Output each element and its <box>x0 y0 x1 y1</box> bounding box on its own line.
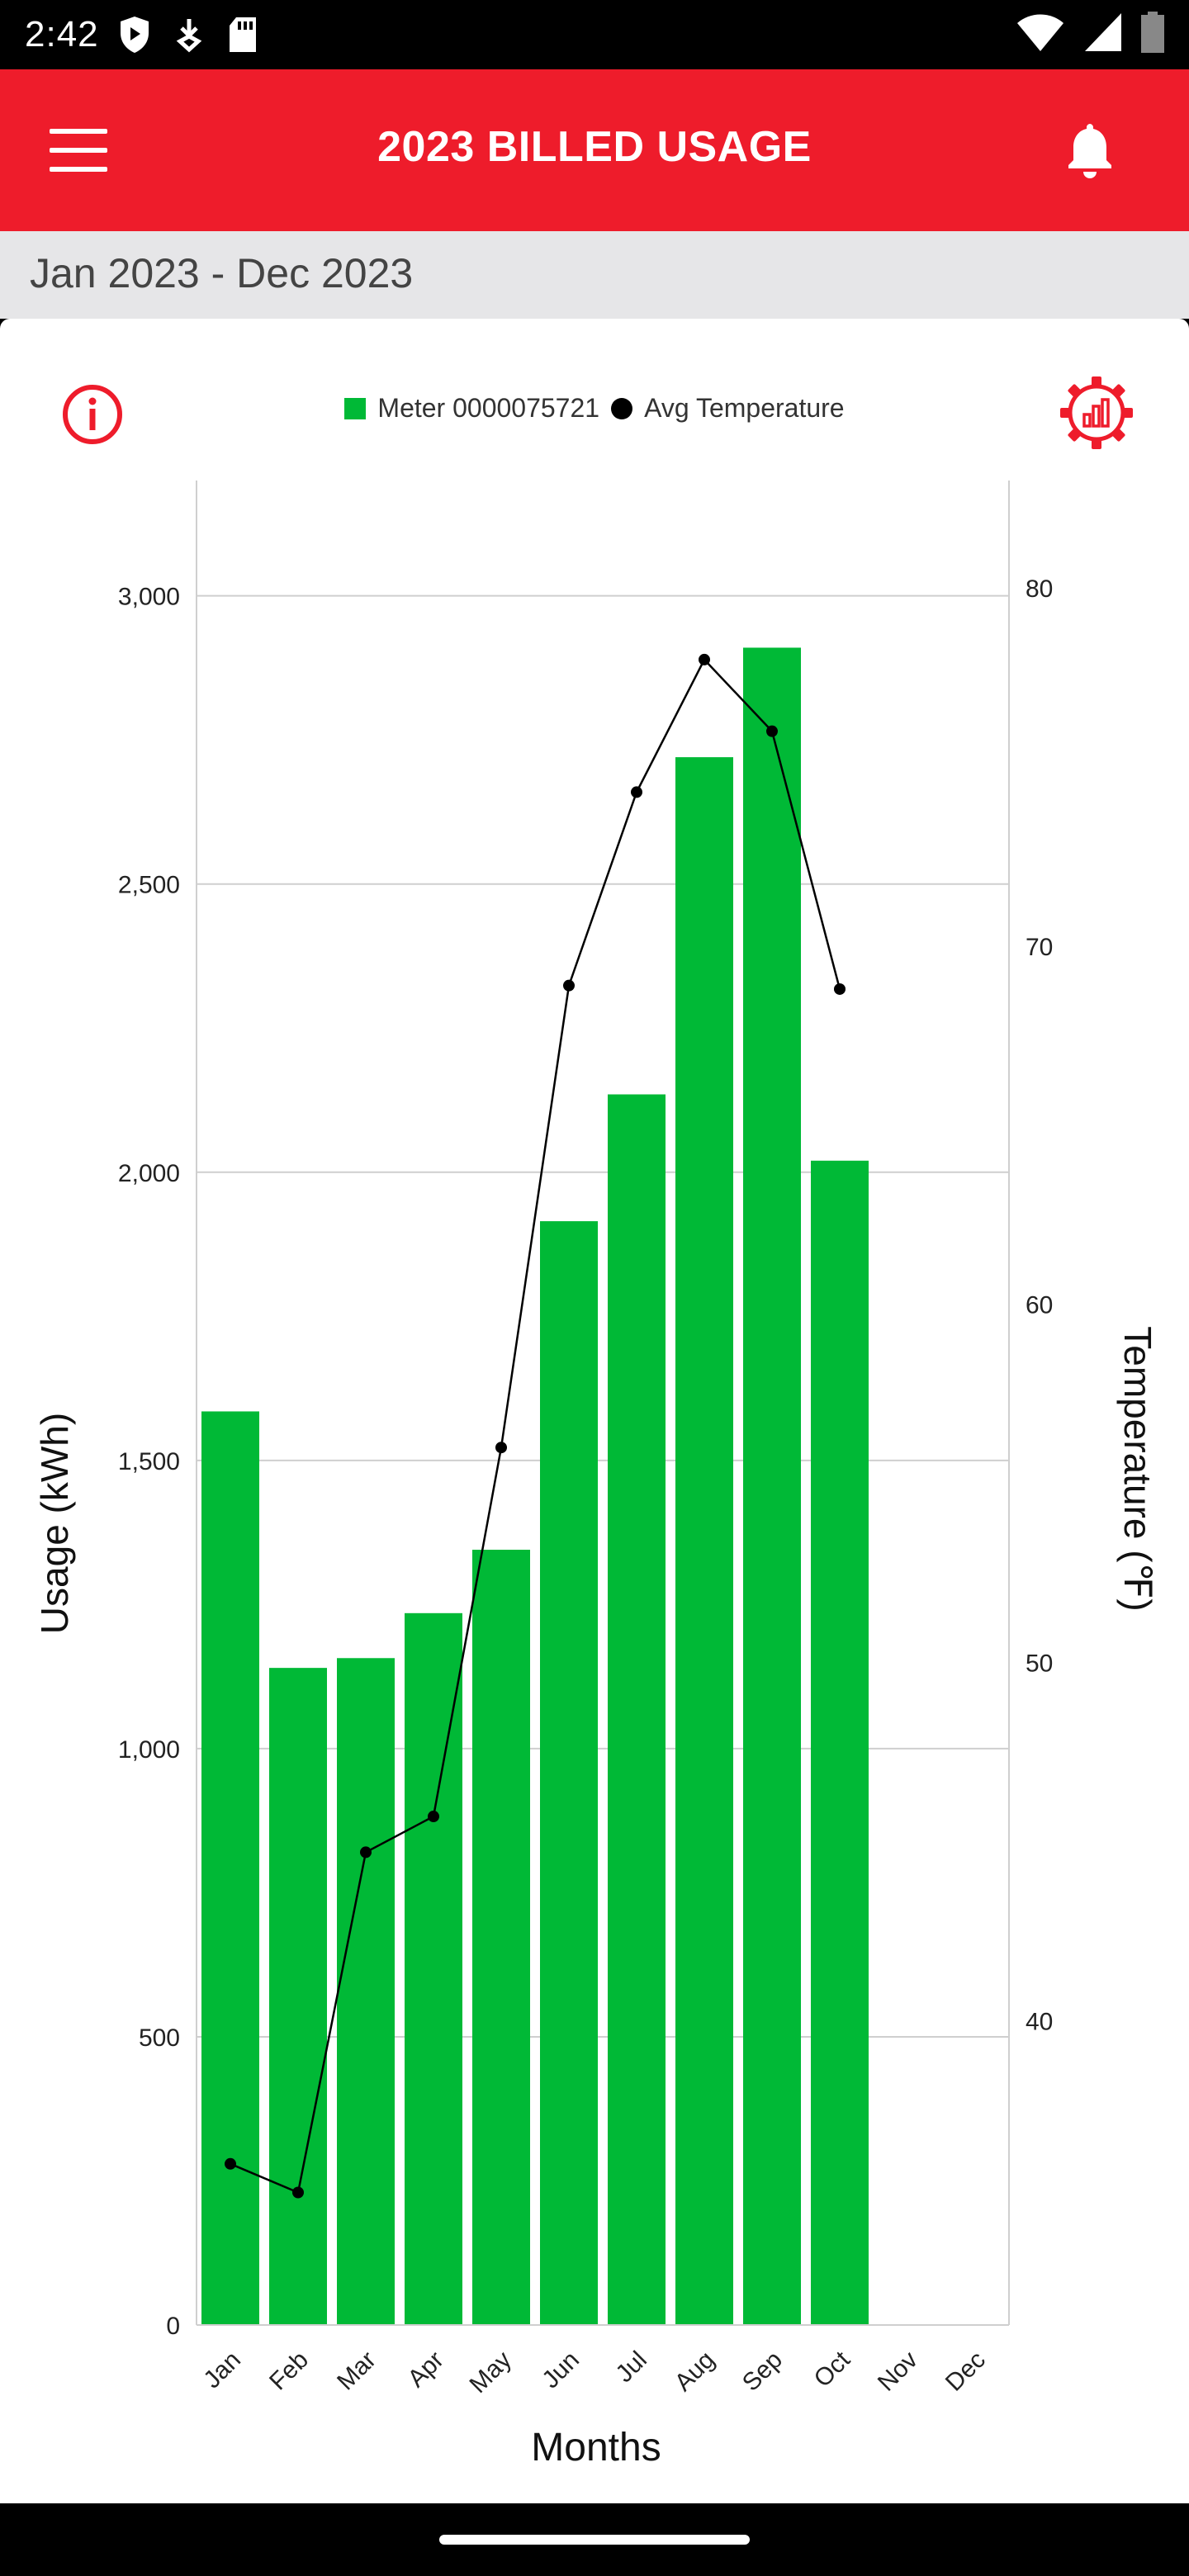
usage-bar <box>405 1612 462 2325</box>
y-tick-label: 1,000 <box>118 1736 180 1764</box>
x-tick-label: Aug <box>670 2346 720 2397</box>
usage-bar <box>337 1658 395 2325</box>
signal-icon <box>1085 13 1121 51</box>
usage-bar <box>811 1160 869 2325</box>
x-tick-label: Sep <box>737 2346 788 2397</box>
navigation-bar <box>0 2503 1189 2576</box>
legend-label-temperature: Avg Temperature <box>644 393 845 423</box>
x-tick-label: Nov <box>873 2346 923 2397</box>
temperature-line <box>230 657 841 2195</box>
x-tick-label: Mar <box>332 2346 381 2396</box>
legend-item-usage[interactable]: Meter 0000075721 <box>344 393 599 424</box>
temperature-point <box>563 979 575 992</box>
temperature-point <box>225 2157 236 2170</box>
x-tick-label: Oct <box>809 2346 856 2393</box>
y2-tick-label: 70 <box>1026 934 1053 961</box>
temperature-point <box>766 725 778 737</box>
usage-bar <box>608 1094 666 2325</box>
temperature-point <box>292 2186 304 2199</box>
x-axis-title: Months <box>531 2426 661 2469</box>
download-icon <box>176 19 201 53</box>
legend-label-usage: Meter 0000075721 <box>377 393 600 423</box>
x-tick-label: May <box>465 2346 517 2398</box>
battery-icon <box>1141 12 1164 53</box>
hamburger-menu-icon[interactable] <box>50 129 107 172</box>
home-gesture-bar[interactable] <box>439 2535 750 2545</box>
x-tick-label: Jun <box>537 2346 585 2394</box>
status-bar: 2:42 <box>0 0 1189 69</box>
usage-bar <box>201 1411 259 2325</box>
usage-bar <box>269 1668 327 2325</box>
temperature-point <box>360 1846 372 1859</box>
shield-icon <box>120 17 149 53</box>
status-time: 2:42 <box>25 14 99 54</box>
x-tick-label: Jan <box>198 2346 246 2394</box>
info-icon[interactable] <box>61 383 124 446</box>
date-range-bar: Jan 2023 - Dec 2023 <box>0 231 1189 319</box>
temperature-point <box>495 1442 507 1454</box>
x-tick-label: Feb <box>264 2346 314 2396</box>
y2-axis-title: Temperature (℉) <box>1116 1326 1159 1611</box>
y-tick-label: 2,500 <box>118 872 180 899</box>
y2-tick-label: 40 <box>1026 2008 1053 2035</box>
usage-bar <box>743 647 801 2325</box>
chart-settings-icon[interactable] <box>1059 375 1135 451</box>
page-title: 2023 BILLED USAGE <box>377 123 812 171</box>
temperature-point <box>631 786 642 798</box>
legend-swatch-usage <box>344 397 367 419</box>
y-tick-label: 3,000 <box>118 584 180 611</box>
y-tick-label: 2,000 <box>118 1160 180 1187</box>
y2-tick-label: 80 <box>1026 575 1053 603</box>
chart-legend: Meter 0000075721 Avg Temperature <box>0 393 1189 424</box>
wifi-icon <box>1017 14 1063 51</box>
y-tick-label: 500 <box>139 2024 180 2052</box>
usage-bar <box>675 757 733 2325</box>
y-tick-label: 0 <box>166 2313 180 2340</box>
y2-tick-label: 60 <box>1026 1292 1053 1319</box>
y2-tick-label: 50 <box>1026 1650 1053 1677</box>
y-tick-label: 1,500 <box>118 1448 180 1475</box>
y-axis-title: Usage (kWh) <box>33 1413 76 1634</box>
app-bar: 2023 BILLED USAGE <box>0 69 1189 231</box>
usage-chart: 0 500 1,000 1,500 2,000 2,500 3,000 40 50 60 70 80 J… <box>33 481 1159 2469</box>
temperature-point <box>428 1811 439 1823</box>
temperature-point <box>834 983 846 995</box>
x-tick-label: Apr <box>403 2346 449 2393</box>
temperature-point <box>699 653 710 665</box>
legend-swatch-temperature <box>611 397 633 419</box>
usage-bar <box>540 1221 598 2325</box>
date-range-label: Jan 2023 - Dec 2023 <box>30 250 414 296</box>
x-tick-label: Dec <box>940 2346 991 2397</box>
usage-bar <box>472 1550 530 2325</box>
x-tick-label: Jul <box>610 2346 651 2388</box>
legend-item-temperature[interactable]: Avg Temperature <box>611 393 845 424</box>
bell-icon[interactable] <box>1057 117 1123 183</box>
sd-card-icon <box>229 17 256 52</box>
